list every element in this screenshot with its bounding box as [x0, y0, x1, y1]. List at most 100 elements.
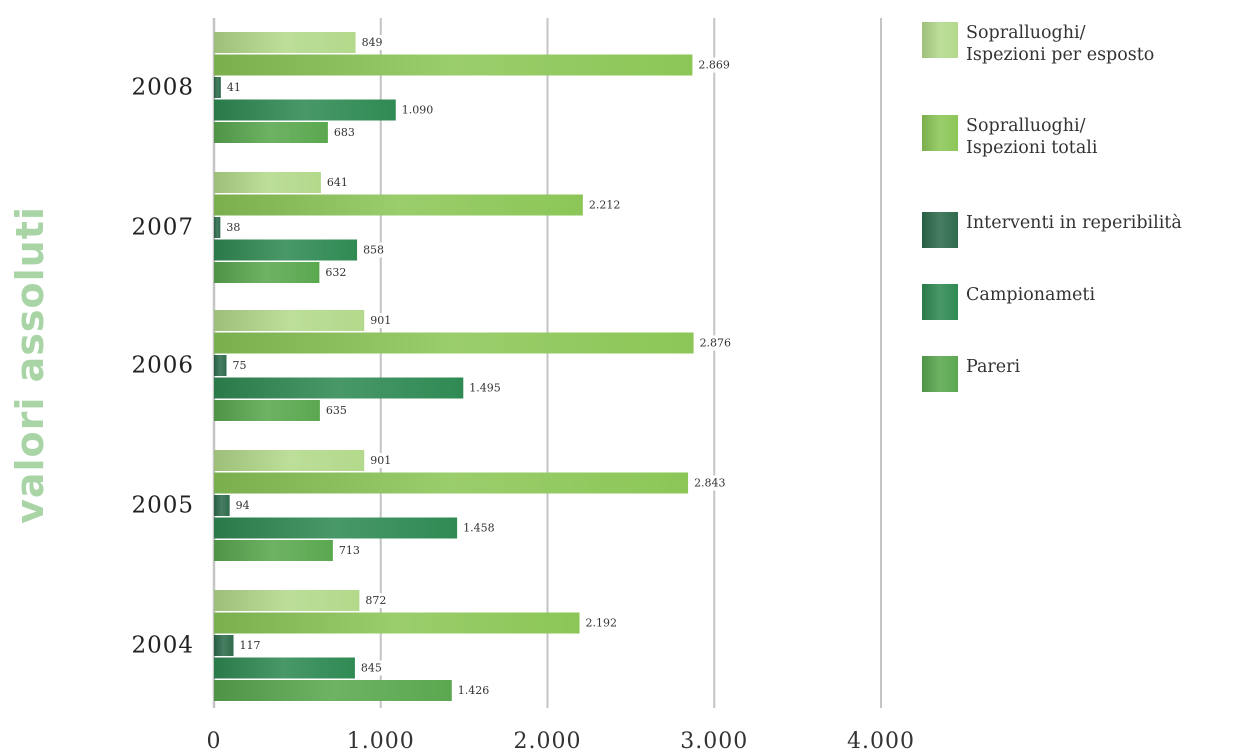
legend-swatch — [922, 284, 958, 320]
legend-label: Sopralluoghi/ Ispezioni totali — [966, 116, 1098, 158]
data-label-bg — [237, 638, 265, 653]
data-label: 1.090 — [402, 104, 434, 117]
bar — [214, 517, 458, 539]
data-label: 75 — [233, 359, 247, 372]
legend-item: Sopralluoghi/ Ispezioni totali — [922, 115, 1097, 159]
bar — [214, 217, 221, 238]
bar — [214, 194, 583, 216]
category-label: 2007 — [131, 215, 194, 241]
data-label: 632 — [325, 266, 346, 279]
legend-label: Interventi in reperibilità — [966, 213, 1182, 233]
data-label-bg — [368, 313, 396, 328]
legend-item: Interventi in reperibilità — [922, 212, 1182, 248]
data-label-bg — [692, 475, 735, 491]
data-label-bg — [224, 220, 244, 235]
data-label: 901 — [370, 314, 391, 327]
data-label-bg — [696, 57, 739, 73]
data-label: 1.495 — [469, 382, 501, 395]
data-label-bg — [324, 175, 352, 190]
legend-label: Pareri — [966, 357, 1021, 377]
bar — [214, 122, 328, 143]
x-tick-label: 2.000 — [514, 729, 582, 754]
legend-label: Campionameti — [966, 285, 1096, 305]
category-label: 2006 — [131, 353, 194, 379]
data-label-bg — [331, 125, 359, 140]
data-label: 872 — [365, 594, 386, 607]
data-label-bg — [359, 35, 387, 50]
data-label: 713 — [339, 544, 360, 557]
data-label-bg — [323, 265, 351, 280]
data-label-bg — [224, 80, 245, 95]
bar — [214, 450, 365, 471]
data-label: 2.212 — [589, 199, 621, 212]
bar — [214, 400, 320, 421]
bars: 849 2.869 41 1.090 683 641 2.212 38 858 632 901 2.8… — [214, 32, 740, 701]
x-tick-label: 1.000 — [347, 729, 415, 754]
x-tick-label: 0 — [207, 729, 222, 754]
data-label-bg — [586, 197, 629, 213]
data-label-bg — [230, 358, 250, 373]
data-label: 849 — [362, 36, 383, 49]
legend-swatch — [922, 115, 958, 151]
x-tick-label: 3.000 — [680, 729, 748, 754]
bar — [214, 590, 360, 611]
legend-item: Sopralluoghi/ Ispezioni per esposto — [922, 22, 1154, 66]
data-label: 858 — [363, 244, 384, 257]
data-label-bg — [467, 380, 510, 396]
data-label-bg — [363, 593, 391, 608]
bar — [214, 99, 396, 121]
legend-item: Campionameti — [922, 284, 1095, 320]
data-label-bg — [336, 543, 364, 558]
category-label: 2008 — [131, 75, 194, 101]
category-label: 2005 — [131, 493, 194, 519]
data-label-bg — [697, 335, 740, 351]
data-label-bg — [233, 498, 253, 513]
bar — [214, 635, 234, 656]
data-label: 2.876 — [700, 337, 732, 350]
bar — [214, 332, 694, 354]
data-label: 683 — [334, 126, 355, 139]
data-label: 94 — [236, 499, 250, 512]
data-label: 901 — [370, 454, 391, 467]
bar — [214, 262, 320, 283]
data-label: 1.458 — [463, 522, 495, 535]
bar — [214, 32, 356, 53]
data-label: 38 — [226, 221, 240, 234]
data-label: 635 — [326, 404, 347, 417]
data-label: 2.843 — [694, 477, 726, 490]
bar — [214, 612, 580, 634]
data-label-bg — [323, 403, 351, 418]
bar — [214, 657, 355, 679]
y-axis-label: valori assoluti — [8, 206, 52, 524]
data-label-bg — [461, 520, 504, 536]
bar — [214, 680, 452, 701]
data-label: 117 — [240, 639, 261, 652]
data-label: 641 — [327, 176, 348, 189]
bar — [214, 54, 693, 76]
bar — [214, 495, 230, 516]
data-label: 1.426 — [458, 684, 490, 697]
bar — [214, 540, 333, 561]
bar — [214, 172, 321, 193]
data-label-bg — [399, 102, 442, 118]
bar — [214, 310, 365, 331]
bar — [214, 355, 227, 376]
x-tick-labels: 0 1.000 2.000 3.000 4.000 — [207, 729, 915, 754]
data-label-bg — [358, 660, 386, 676]
data-label-bg — [455, 683, 498, 698]
data-label: 845 — [361, 662, 382, 675]
legend-swatch — [922, 22, 958, 58]
data-label-bg — [368, 453, 396, 468]
bar — [214, 77, 221, 98]
x-tick-label: 4.000 — [847, 729, 915, 754]
legend-swatch — [922, 212, 958, 248]
bar — [214, 239, 358, 261]
data-label: 41 — [227, 81, 241, 94]
category-label: 2004 — [131, 633, 194, 659]
bar — [214, 472, 689, 494]
legend-item: Pareri — [922, 356, 1020, 392]
data-label-bg — [361, 242, 388, 258]
legend-label: Sopralluoghi/ Ispezioni per esposto — [966, 23, 1155, 65]
category-labels: 2008 2007 2006 2005 2004 — [131, 75, 194, 659]
data-label: 2.869 — [698, 59, 730, 72]
